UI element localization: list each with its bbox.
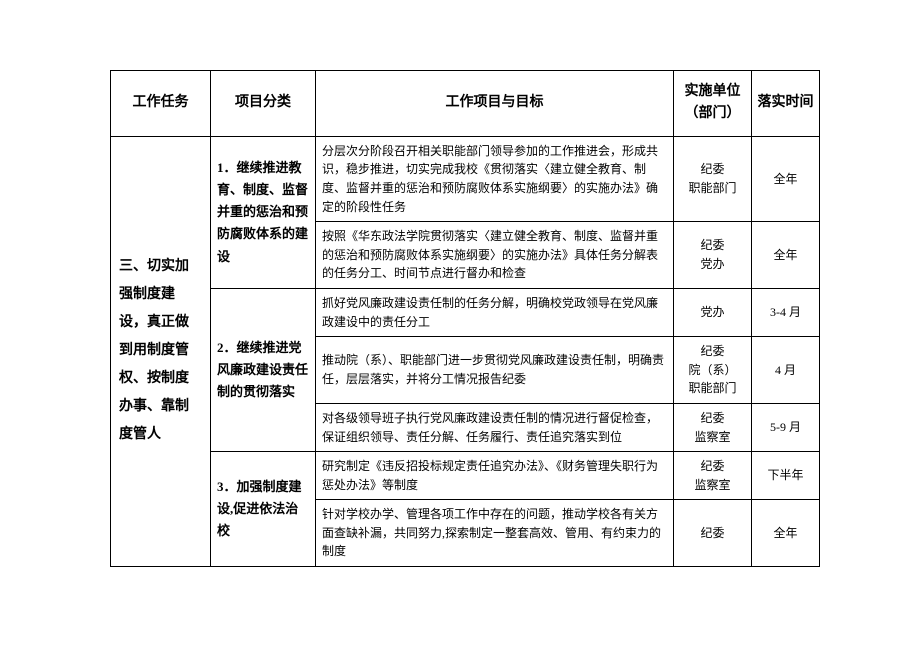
header-time: 落实时间	[752, 71, 820, 137]
unit-cell: 党办	[674, 288, 752, 336]
table-row: 三、切实加强制度建设，真正做到用制度管权、按制度办事、靠制度管人 1．继续推进教…	[111, 136, 820, 221]
unit-cell: 纪委	[674, 500, 752, 567]
header-task: 工作任务	[111, 71, 211, 137]
goal-cell: 分层次分阶段召开相关职能部门领导参加的工作推进会，形成共识，稳步推进，切实完成我…	[316, 136, 674, 221]
goal-cell: 推动院（系）、职能部门进一步贯彻党风廉政建设责任制，明确责任，层层落实，并将分工…	[316, 337, 674, 404]
goal-cell: 按照《华东政法学院贯彻落实〈建立健全教育、制度、监督并重的惩治和预防腐败体系实施…	[316, 222, 674, 289]
time-cell: 全年	[752, 136, 820, 221]
table-header-row: 工作任务 项目分类 工作项目与目标 实施单位（部门） 落实时间	[111, 71, 820, 137]
goal-cell: 研究制定《违反招投标规定责任追究办法》、《财务管理失职行为惩处办法》等制度	[316, 452, 674, 500]
unit-cell: 纪委院（系）职能部门	[674, 337, 752, 404]
unit-cell: 纪委职能部门	[674, 136, 752, 221]
category-cell: 3．加强制度建设,促进依法治校	[211, 452, 316, 567]
time-cell: 4 月	[752, 337, 820, 404]
unit-cell: 纪委监察室	[674, 452, 752, 500]
header-unit: 实施单位（部门）	[674, 71, 752, 137]
unit-cell: 纪委党办	[674, 222, 752, 289]
category-cell: 1．继续推进教育、制度、监督并重的惩治和预防腐败体系的建设	[211, 136, 316, 288]
document-page: 工作任务 项目分类 工作项目与目标 实施单位（部门） 落实时间 三、切实加强制度…	[0, 0, 920, 651]
unit-cell: 纪委监察室	[674, 403, 752, 451]
header-goal: 工作项目与目标	[316, 71, 674, 137]
time-cell: 全年	[752, 222, 820, 289]
time-cell: 下半年	[752, 452, 820, 500]
goal-cell: 针对学校办学、管理各项工作中存在的问题，推动学校各有关方面查缺补漏，共同努力,探…	[316, 500, 674, 567]
category-cell: 2．继续推进党风廉政建设责任制的贯彻落实	[211, 288, 316, 451]
goal-cell: 抓好党风廉政建设责任制的任务分解，明确校党政领导在党风廉政建设中的责任分工	[316, 288, 674, 336]
table-row: 3．加强制度建设,促进依法治校 研究制定《违反招投标规定责任追究办法》、《财务管…	[111, 452, 820, 500]
time-cell: 3-4 月	[752, 288, 820, 336]
time-cell: 5-9 月	[752, 403, 820, 451]
task-cell: 三、切实加强制度建设，真正做到用制度管权、按制度办事、靠制度管人	[111, 136, 211, 566]
goal-cell: 对各级领导班子执行党风廉政建设责任制的情况进行督促检查，保证组织领导、责任分解、…	[316, 403, 674, 451]
time-cell: 全年	[752, 500, 820, 567]
header-category: 项目分类	[211, 71, 316, 137]
table-row: 2．继续推进党风廉政建设责任制的贯彻落实 抓好党风廉政建设责任制的任务分解，明确…	[111, 288, 820, 336]
work-plan-table: 工作任务 项目分类 工作项目与目标 实施单位（部门） 落实时间 三、切实加强制度…	[110, 70, 820, 567]
